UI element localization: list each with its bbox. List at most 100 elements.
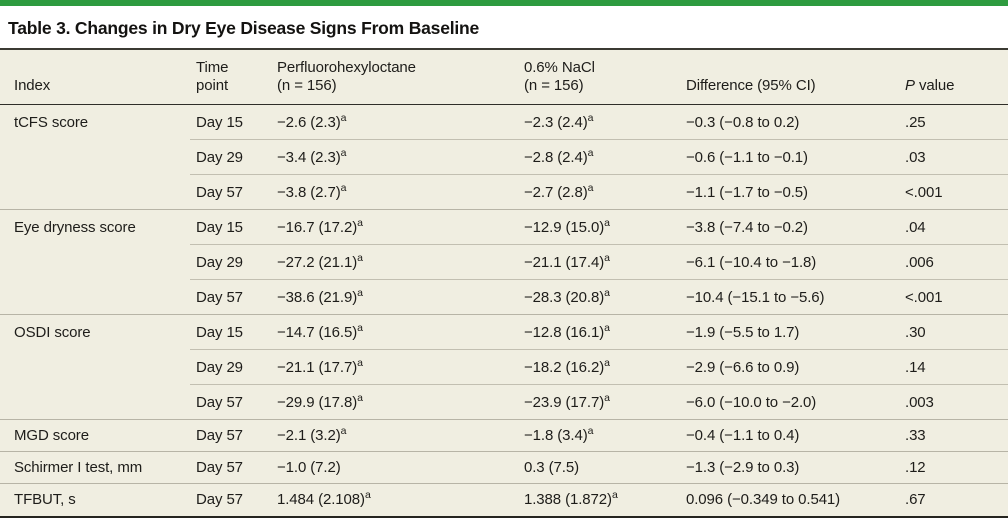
difference-value: −3.8 (−7.4 to −0.2) <box>686 218 808 236</box>
cell-pfh: −16.7 (17.2)a <box>271 209 518 245</box>
cell-timepoint: Day 29 <box>190 139 271 175</box>
difference-value: 0.096 (−0.349 to 0.541) <box>686 491 841 509</box>
p-value: .14 <box>905 358 926 376</box>
difference-value: −1.3 (−2.9 to 0.3) <box>686 459 800 476</box>
superscript-a: a <box>340 181 347 194</box>
cell-pfh: −2.1 (3.2)a <box>271 419 518 452</box>
superscript-a: a <box>340 111 347 124</box>
cell-pvalue: .33 <box>899 419 1008 452</box>
nacl-value: 0.3 (7.5) <box>524 459 579 476</box>
nacl-value: −12.8 (16.1) <box>524 323 605 341</box>
cell-timepoint: Day 15 <box>190 105 271 140</box>
cell-index <box>0 175 190 210</box>
p-value: .67 <box>905 491 926 509</box>
pfh-value: 1.484 (2.108) <box>277 491 365 509</box>
cell-index: OSDI score <box>0 314 190 350</box>
nacl-value: −12.9 (15.0) <box>524 218 605 236</box>
superscript-a: a <box>604 216 610 229</box>
superscript-a: a <box>340 146 347 159</box>
cell-index: tCFS score <box>0 105 190 140</box>
col-header-p-italic: P <box>905 77 915 94</box>
cell-nacl: −2.3 (2.4)a <box>518 105 680 140</box>
superscript-a: a <box>587 146 594 159</box>
cell-nacl: 1.388 (1.872)a <box>518 483 680 516</box>
col-header-difference: Difference (95% CI) <box>680 50 899 105</box>
superscript-a: a <box>340 425 347 437</box>
col-header-pfh-line2: (n = 156) <box>277 77 337 94</box>
superscript-a: a <box>357 391 363 404</box>
cell-difference: −2.9 (−6.6 to 0.9) <box>680 349 899 385</box>
pfh-value: −38.6 (21.9) <box>277 288 358 306</box>
pfh-value: −16.7 (17.2) <box>277 218 358 236</box>
pfh-value: −3.4 (2.3) <box>277 148 341 166</box>
col-header-p-rest: value <box>914 77 955 94</box>
superscript-a: a <box>364 489 371 502</box>
p-value: <.001 <box>905 183 943 201</box>
cell-pfh: −3.4 (2.3)a <box>271 139 518 175</box>
pfh-value: −14.7 (16.5) <box>277 323 358 341</box>
cell-nacl: −2.8 (2.4)a <box>518 139 680 175</box>
timepoint-label: Day 57 <box>196 288 243 306</box>
col-header-timepoint-line1: Time <box>196 59 229 76</box>
superscript-a: a <box>357 251 363 264</box>
cell-pfh: −29.9 (17.8)a <box>271 384 518 420</box>
index-label: Eye dryness score <box>14 218 136 236</box>
superscript-a: a <box>357 216 363 229</box>
table-title: Table 3. Changes in Dry Eye Disease Sign… <box>8 18 480 38</box>
col-header-nacl-line2: (n = 156) <box>524 77 584 94</box>
table-wrapper: Index Time point Perfluorohexyloctane (n… <box>0 50 1008 518</box>
table-row: Day 29 −21.1 (17.7)a −18.2 (16.2)a −2.9 … <box>0 349 1008 385</box>
timepoint-label: Day 57 <box>196 183 243 201</box>
nacl-value: −1.8 (3.4) <box>524 427 588 444</box>
cell-pvalue: <.001 <box>899 174 1008 210</box>
cell-pfh: −2.6 (2.3)a <box>271 105 518 140</box>
cell-index <box>0 385 190 420</box>
pfh-value: −3.8 (2.7) <box>277 183 341 201</box>
difference-value: −10.4 (−15.1 to −5.6) <box>686 288 825 306</box>
col-header-index-label: Index <box>14 77 51 94</box>
cell-pfh: −3.8 (2.7)a <box>271 174 518 210</box>
timepoint-label: Day 15 <box>196 113 243 131</box>
cell-pvalue: .04 <box>899 209 1008 245</box>
cell-index: MGD score <box>0 419 190 452</box>
p-value: .003 <box>905 393 934 411</box>
timepoint-label: Day 15 <box>196 218 243 236</box>
cell-difference: −0.3 (−0.8 to 0.2) <box>680 105 899 140</box>
table-row: Day 57 −3.8 (2.7)a −2.7 (2.8)a −1.1 (−1.… <box>0 174 1008 210</box>
cell-index <box>0 280 190 315</box>
cell-pfh: −1.0 (7.2) <box>271 451 518 484</box>
cell-pfh: 1.484 (2.108)a <box>271 483 518 516</box>
difference-value: −6.1 (−10.4 to −1.8) <box>686 253 817 271</box>
nacl-value: −2.8 (2.4) <box>524 148 588 166</box>
cell-pfh: −27.2 (21.1)a <box>271 244 518 280</box>
difference-value: −1.9 (−5.5 to 1.7) <box>686 323 800 341</box>
table-row: Schirmer I test, mm Day 57 −1.0 (7.2) 0.… <box>0 451 1008 484</box>
difference-value: −2.9 (−6.6 to 0.9) <box>686 358 800 376</box>
superscript-a: a <box>587 111 594 124</box>
index-label: tCFS score <box>14 113 89 131</box>
dry-eye-signs-table: Index Time point Perfluorohexyloctane (n… <box>0 50 1008 516</box>
superscript-a: a <box>604 356 610 369</box>
cell-index <box>0 140 190 175</box>
cell-index <box>0 350 190 385</box>
pfh-value: −2.6 (2.3) <box>277 113 341 131</box>
cell-pvalue: .25 <box>899 105 1008 140</box>
col-header-pvalue: P value <box>899 50 1008 105</box>
cell-difference: −1.9 (−5.5 to 1.7) <box>680 314 899 350</box>
table-row: TFBUT, s Day 57 1.484 (2.108)a 1.388 (1.… <box>0 483 1008 516</box>
cell-nacl: −12.9 (15.0)a <box>518 209 680 245</box>
difference-value: −0.3 (−0.8 to 0.2) <box>686 113 800 131</box>
nacl-value: −2.3 (2.4) <box>524 113 588 131</box>
cell-pvalue: .67 <box>899 483 1008 516</box>
superscript-a: a <box>357 286 363 299</box>
cell-pvalue: .14 <box>899 349 1008 385</box>
cell-timepoint: Day 29 <box>190 244 271 280</box>
col-header-nacl-line1: 0.6% NaCl <box>524 59 595 76</box>
cell-nacl: −1.8 (3.4)a <box>518 419 680 452</box>
cell-difference: −3.8 (−7.4 to −0.2) <box>680 209 899 245</box>
superscript-a: a <box>604 251 610 264</box>
col-header-perfluorohexyloctane: Perfluorohexyloctane (n = 156) <box>271 50 518 105</box>
superscript-a: a <box>357 356 363 369</box>
accent-bar <box>0 0 1008 6</box>
